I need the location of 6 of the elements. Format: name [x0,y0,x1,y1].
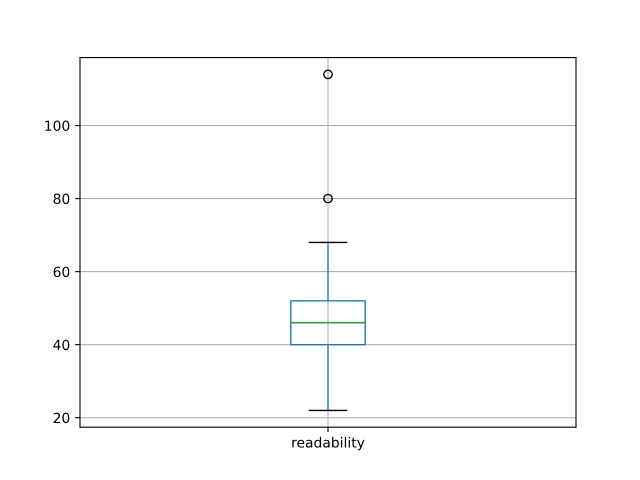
y-tick-label: 100 [45,120,70,132]
y-tick-label: 20 [54,412,70,424]
y-tick-label: 60 [54,266,70,278]
y-tick-label: 80 [54,194,70,204]
y-tick-label: 40 [53,340,70,350]
x-tick-label: readability [292,436,365,450]
